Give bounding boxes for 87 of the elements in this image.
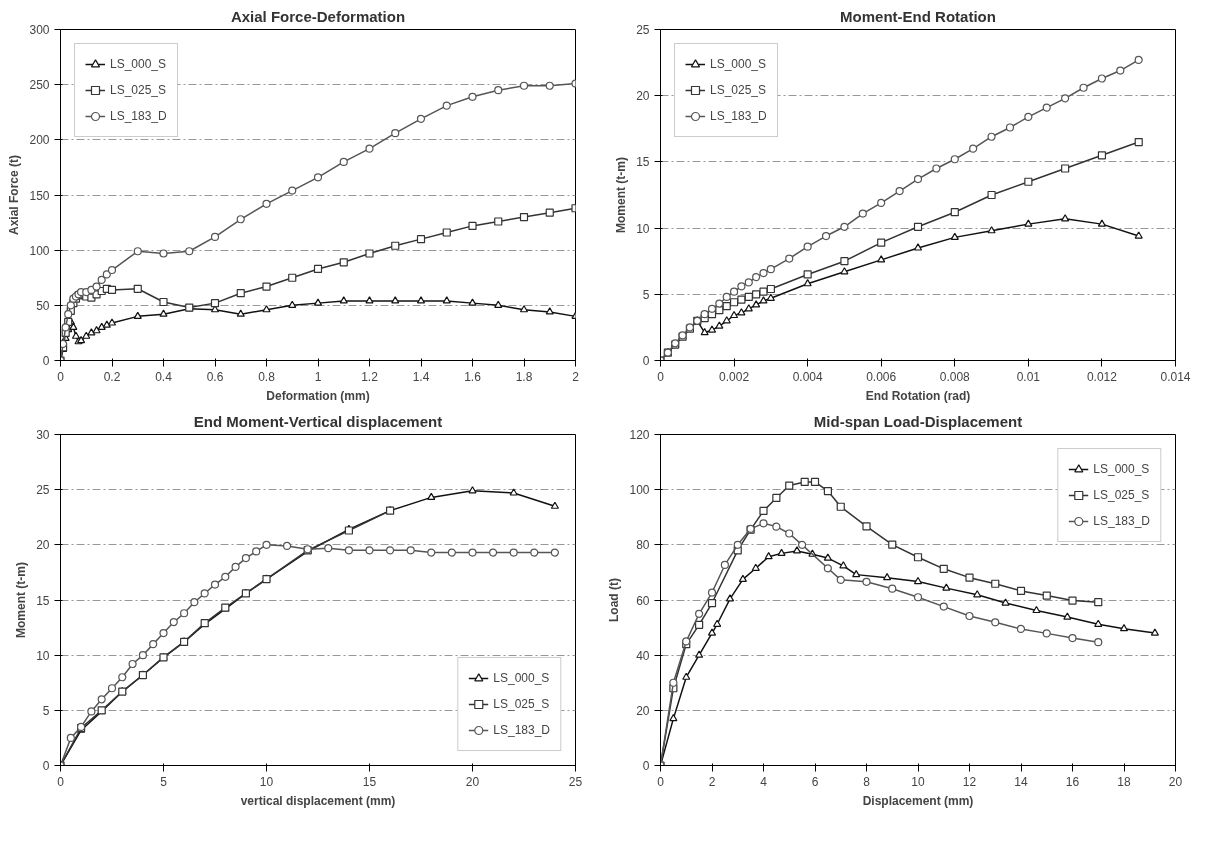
- x-tick-label: 0.006: [866, 369, 897, 384]
- x-tick-label: 0.008: [939, 369, 971, 384]
- x-tick-label: 0.8: [258, 369, 276, 384]
- y-tick-label: 250: [29, 78, 50, 93]
- chart-title: Axial Force-Deformation: [230, 7, 406, 25]
- chart-title: Moment-End Rotation: [840, 7, 996, 25]
- x-tick-label: 1: [314, 369, 322, 384]
- x-tick-label: 5: [160, 774, 168, 789]
- x-tick-label: 0.2: [103, 369, 121, 384]
- y-tick-label: 0: [642, 354, 650, 368]
- x-tick-label: 0: [57, 369, 65, 384]
- chart-title: End Moment-Vertical displacement: [193, 412, 443, 430]
- x-tick-label: 1.6: [464, 369, 482, 384]
- y-tick-label: 0: [42, 759, 50, 773]
- x-axis-title: vertical displacement (mm): [240, 793, 396, 808]
- x-tick-label: 1.4: [412, 369, 430, 384]
- x-tick-label: 16: [1065, 774, 1080, 789]
- x-tick-label: 25: [568, 774, 583, 789]
- y-tick-label: 10: [36, 648, 50, 663]
- y-tick-label: 120: [629, 428, 650, 442]
- y-tick-label: 50: [36, 298, 50, 313]
- y-tick-label: 40: [636, 648, 650, 663]
- x-tick-label: 10: [259, 774, 274, 789]
- y-axis-title: Moment (t-m): [14, 562, 29, 638]
- y-axis-title: Moment (t-m): [614, 157, 629, 233]
- y-tick-label: 10: [636, 221, 650, 236]
- y-axis-title: Load (t): [607, 577, 622, 622]
- legend-label: LS_000_S: [493, 671, 550, 685]
- x-tick-label: 6: [811, 774, 819, 789]
- x-tick-label: 0.4: [155, 369, 173, 384]
- x-tick-label: 15: [362, 774, 377, 789]
- x-tick-label: 1.2: [361, 369, 379, 384]
- x-tick-label: 0.014: [1160, 369, 1191, 384]
- y-tick-label: 25: [636, 23, 650, 37]
- legend-label: LS_183_D: [710, 109, 767, 123]
- x-tick-label: 4: [760, 774, 768, 789]
- x-tick-label: 10: [911, 774, 925, 789]
- legend-label: LS_025_S: [493, 697, 550, 711]
- legend-label: LS_183_D: [110, 109, 167, 123]
- x-axis-title: End Rotation (rad): [865, 388, 971, 403]
- y-tick-label: 200: [29, 133, 50, 148]
- legend-label: LS_025_S: [110, 83, 167, 97]
- y-tick-label: 30: [36, 428, 50, 442]
- x-tick-label: 0.004: [792, 369, 823, 384]
- x-tick-label: 2: [708, 774, 716, 789]
- x-tick-label: 12: [962, 774, 977, 789]
- y-tick-label: 0: [642, 759, 650, 773]
- y-axis-title: Axial Force (t): [7, 154, 22, 236]
- x-tick-label: 18: [1117, 774, 1131, 789]
- y-tick-label: 20: [636, 89, 650, 104]
- y-tick-label: 20: [636, 703, 650, 718]
- x-tick-label: 0.012: [1086, 369, 1118, 384]
- y-tick-label: 100: [29, 243, 50, 258]
- x-tick-label: 14: [1014, 774, 1028, 789]
- x-tick-label: 1.8: [515, 369, 533, 384]
- y-tick-label: 0: [42, 354, 50, 368]
- legend-label: LS_000_S: [710, 57, 767, 71]
- y-tick-label: 80: [636, 538, 650, 553]
- y-tick-label: 15: [636, 155, 650, 170]
- y-tick-label: 20: [36, 538, 50, 553]
- y-tick-label: 15: [36, 593, 50, 608]
- x-tick-label: 2: [572, 369, 580, 384]
- x-tick-label: 0.01: [1016, 369, 1041, 384]
- legend-label: LS_000_S: [110, 57, 167, 71]
- y-tick-label: 100: [629, 483, 650, 498]
- x-tick-label: 8: [863, 774, 871, 789]
- y-tick-label: 150: [29, 188, 50, 203]
- x-tick-label: 0: [657, 774, 665, 789]
- y-tick-label: 5: [42, 703, 50, 718]
- x-tick-label: 0.002: [719, 369, 750, 384]
- x-axis-title: Deformation (mm): [266, 388, 370, 403]
- x-tick-label: 0: [57, 774, 65, 789]
- x-tick-label: 20: [465, 774, 480, 789]
- x-tick-label: 0: [657, 369, 665, 384]
- x-tick-label: 0.6: [206, 369, 224, 384]
- legend-label: LS_025_S: [1093, 488, 1150, 502]
- legend-label: LS_183_D: [493, 723, 550, 737]
- legend-label: LS_025_S: [710, 83, 767, 97]
- y-tick-label: 25: [36, 483, 50, 498]
- y-tick-label: 60: [636, 593, 650, 608]
- chart-title: Mid-span Load-Displacement: [813, 412, 1023, 430]
- y-tick-label: 300: [29, 23, 50, 37]
- legend-label: LS_000_S: [1093, 462, 1150, 476]
- y-tick-label: 5: [642, 287, 650, 302]
- x-axis-title: Displacement (mm): [862, 793, 974, 808]
- legend-label: LS_183_D: [1093, 514, 1150, 528]
- x-tick-label: 20: [1168, 774, 1183, 789]
